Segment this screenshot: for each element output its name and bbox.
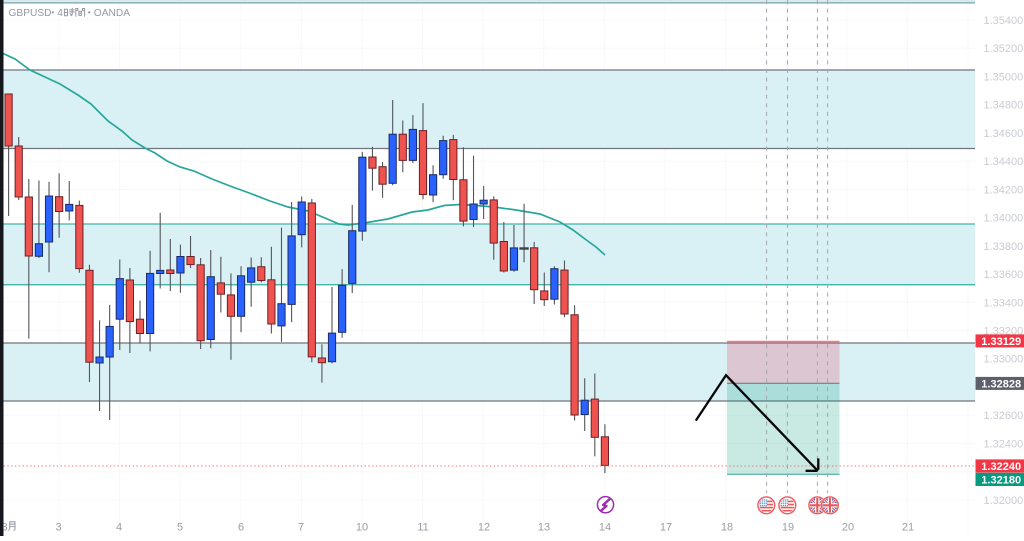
svg-text:1.32828: 1.32828 [981,378,1021,390]
svg-text:12: 12 [478,522,490,534]
svg-text:1.32600: 1.32600 [984,410,1024,422]
svg-text:4: 4 [116,522,122,534]
svg-text:4: 4 [57,8,63,19]
svg-text:20: 20 [842,522,854,534]
svg-text:6: 6 [238,522,244,534]
svg-text:OANDA: OANDA [94,8,130,19]
svg-text:10: 10 [356,522,368,534]
svg-text:1.33129: 1.33129 [981,336,1021,348]
svg-text:1.35000: 1.35000 [984,71,1024,83]
svg-text:1.35400: 1.35400 [984,15,1024,27]
svg-text:1.32000: 1.32000 [984,495,1024,507]
svg-text:1.32400: 1.32400 [984,438,1024,450]
svg-text:1.32180: 1.32180 [981,474,1021,486]
svg-text:5: 5 [177,522,183,534]
svg-text:1.35200: 1.35200 [984,43,1024,55]
svg-text:7: 7 [298,522,304,534]
svg-text:18: 18 [721,522,733,534]
svg-text:11: 11 [417,522,428,534]
svg-text:1.34800: 1.34800 [984,100,1024,112]
svg-text:1.33600: 1.33600 [984,269,1024,281]
svg-text:19: 19 [782,522,794,534]
svg-text:1.33400: 1.33400 [984,297,1024,309]
svg-text:GBPUSD: GBPUSD [9,8,52,19]
svg-text:1.33800: 1.33800 [984,241,1024,253]
svg-text:21: 21 [902,522,914,534]
svg-text:1.34400: 1.34400 [984,156,1024,168]
svg-text:17: 17 [660,522,672,534]
svg-text:14: 14 [599,522,611,534]
svg-text:1.33000: 1.33000 [984,354,1024,366]
svg-text:1.34200: 1.34200 [984,184,1024,196]
svg-text:13: 13 [538,522,550,534]
svg-text:3: 3 [55,522,61,534]
svg-text:1.34600: 1.34600 [984,128,1024,140]
svg-text:1.34000: 1.34000 [984,213,1024,225]
svg-text:1.32240: 1.32240 [981,461,1021,473]
